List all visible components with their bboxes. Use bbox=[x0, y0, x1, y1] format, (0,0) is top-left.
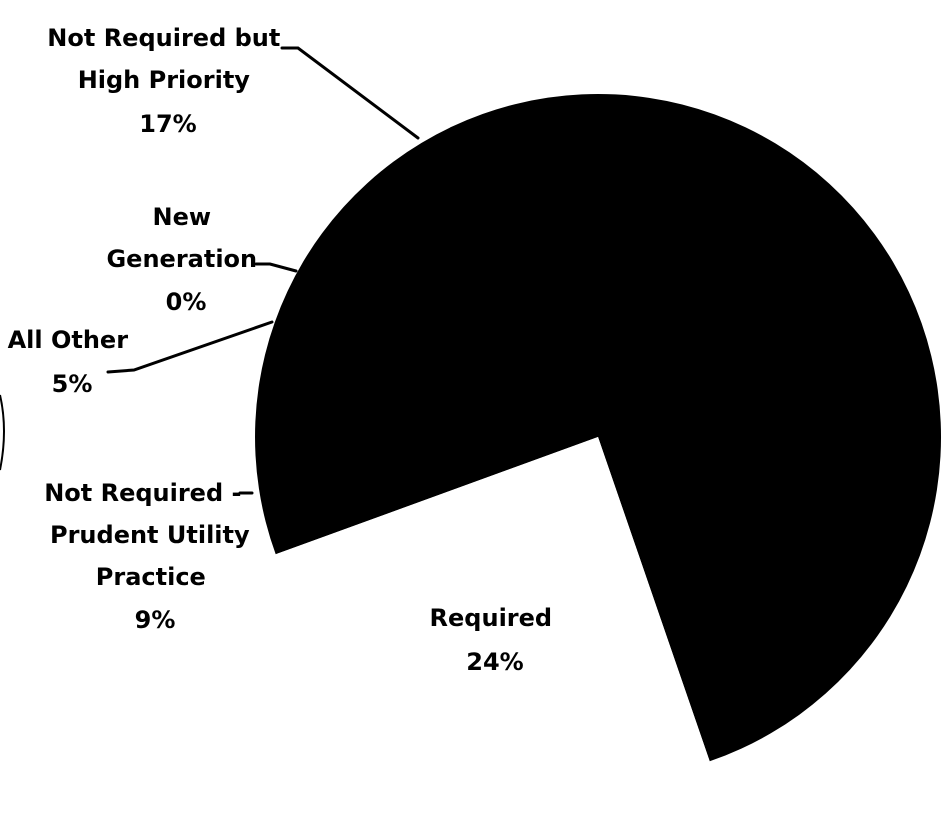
slice-label-line: Practice bbox=[96, 563, 206, 591]
slice-label-line: Required bbox=[430, 604, 553, 632]
slice-label-line: New bbox=[153, 203, 212, 231]
slice-label-line: High Priority bbox=[78, 66, 251, 94]
edge-artifact bbox=[0, 394, 5, 471]
slice-value-label: 5% bbox=[52, 370, 93, 398]
slice-label-line: Generation bbox=[106, 245, 257, 273]
slice-label-high-priority: Not Required but High Priority 17% bbox=[47, 24, 288, 138]
slice-label-line: Not Required but bbox=[47, 24, 280, 52]
slice-label-new-generation: New Generation 0% bbox=[106, 203, 265, 316]
leader-line-new-generation bbox=[254, 262, 298, 273]
slice-value-label: 9% bbox=[135, 606, 176, 634]
slice-label-line: All Other bbox=[8, 326, 129, 354]
slice-label-line: Prudent Utility bbox=[50, 521, 250, 549]
slice-value-label: 0% bbox=[166, 288, 207, 316]
pie-slice-dark bbox=[255, 93, 942, 762]
slice-label-required: Required 24% bbox=[430, 604, 561, 676]
slice-label-prudent: Not Required - Prudent Utility Practice … bbox=[44, 479, 258, 634]
pie-slice-required bbox=[275, 437, 710, 780]
leader-line-high-priority bbox=[280, 46, 420, 140]
slice-value-label: 24% bbox=[466, 648, 523, 676]
slice-label-all-other: All Other 5% bbox=[8, 326, 137, 398]
slice-value-label: 17% bbox=[139, 110, 196, 138]
slice-label-line: Not Required - bbox=[44, 479, 241, 507]
leader-line-all-other bbox=[106, 320, 274, 374]
